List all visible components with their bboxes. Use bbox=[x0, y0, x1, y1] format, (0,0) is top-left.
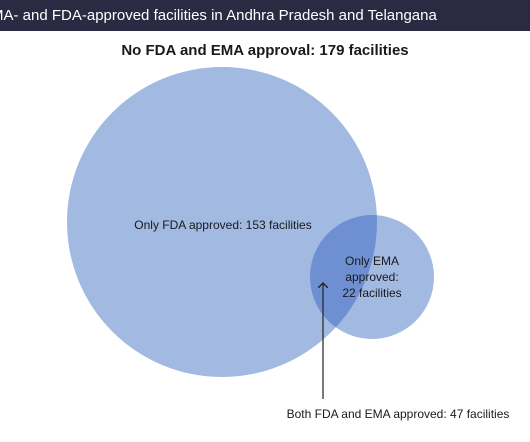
ema-only-label-line-2: approved: bbox=[345, 270, 398, 284]
no-approval-label: No FDA and EMA approval: 179 facilities bbox=[121, 42, 409, 59]
ema-only-label-line-1: Only EMA bbox=[345, 254, 399, 268]
fda-only-label: Only FDA approved: 153 facilities bbox=[134, 218, 311, 232]
title-bar: MA- and FDA-approved facilities in Andhr… bbox=[0, 0, 530, 31]
fda-circle bbox=[67, 67, 377, 377]
ema-only-label-line-3: 22 facilities bbox=[342, 286, 401, 300]
page-title: MA- and FDA-approved facilities in Andhr… bbox=[0, 7, 437, 24]
overlap-label: Both FDA and EMA approved: 47 facilities bbox=[287, 407, 510, 421]
